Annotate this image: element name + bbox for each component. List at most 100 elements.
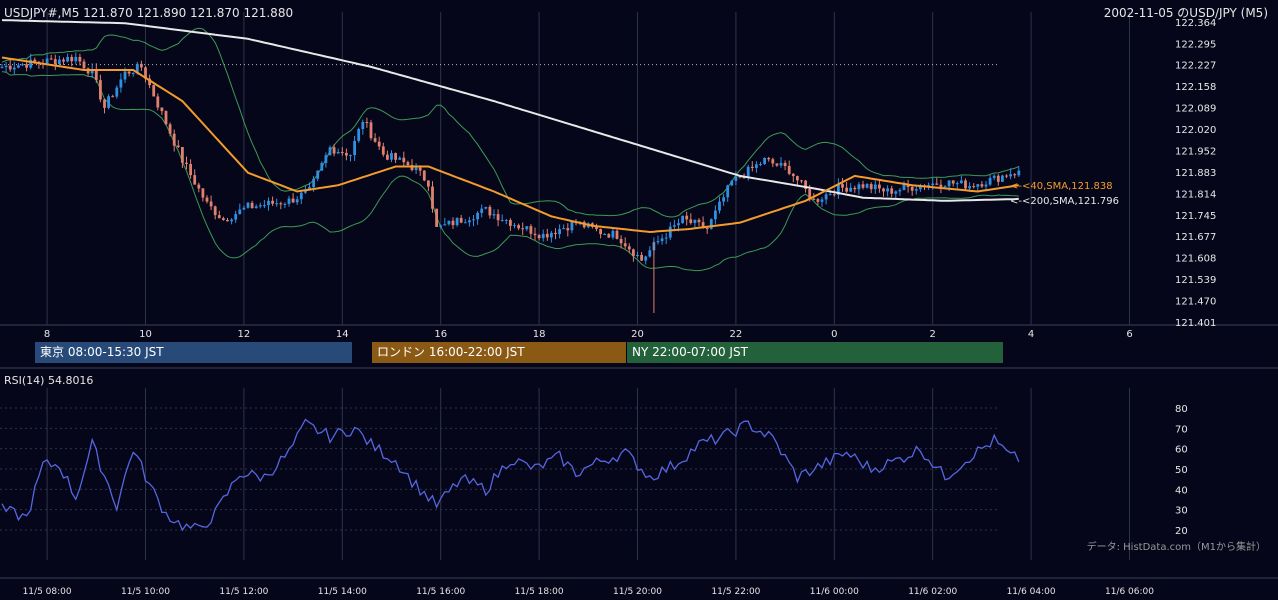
candle-body [914, 189, 918, 191]
candle-body [853, 187, 857, 190]
candle-body [517, 225, 520, 229]
x-tick-label: 14 [336, 329, 349, 340]
candle-body [312, 178, 315, 188]
rsi-y-tick-label: 50 [1175, 465, 1188, 476]
candle-body [841, 184, 844, 188]
rsi-y-tick-label: 60 [1175, 445, 1188, 456]
candle-body [107, 96, 110, 108]
candle-body [459, 217, 463, 223]
bollinger-upper [1, 27, 1020, 218]
y-tick-label: 121.401 [1175, 318, 1216, 329]
candle-body [492, 214, 496, 216]
candle-body [115, 87, 119, 97]
x-tick-label: 18 [533, 329, 546, 340]
candle-body [234, 214, 238, 220]
y-tick-label: 121.677 [1175, 232, 1216, 243]
candle-body [685, 215, 689, 220]
candle-body [476, 212, 479, 220]
x-tick-label: 22 [730, 329, 743, 340]
candle-body [49, 58, 53, 60]
candle-body [673, 225, 676, 227]
candle-body [742, 177, 746, 179]
candle-body [427, 180, 430, 187]
candle-body [447, 220, 451, 225]
candle-body [226, 219, 229, 222]
candle-body [595, 226, 598, 230]
candle-body [632, 249, 635, 257]
y-tick-label: 121.745 [1175, 211, 1216, 222]
candle-body [894, 191, 898, 194]
candle-body [648, 250, 652, 257]
candle-body [611, 230, 615, 238]
candle-body [697, 219, 701, 223]
candle-body [414, 167, 418, 171]
candle-body [353, 140, 356, 156]
candle-body [779, 162, 783, 166]
candle-body [984, 184, 988, 187]
candle-body [263, 205, 266, 207]
candle-body [566, 228, 570, 231]
candle-body [951, 180, 955, 184]
candle-body [640, 254, 643, 261]
candle-body [816, 199, 820, 202]
rsi-y-tick-label: 40 [1175, 485, 1188, 496]
candle-body [271, 200, 274, 204]
candle-body [615, 230, 619, 239]
candle-body [562, 228, 566, 230]
y-tick-label: 122.227 [1175, 61, 1216, 72]
candle-body [463, 222, 467, 224]
candle-body [763, 157, 766, 165]
candle-body [287, 198, 291, 204]
y-tick-label: 122.020 [1175, 125, 1216, 136]
candle-body [279, 203, 283, 205]
candle-body [17, 65, 20, 68]
candle-body [558, 229, 561, 235]
candle-body [62, 59, 65, 62]
candle-body [94, 68, 98, 81]
candle-body [381, 146, 385, 155]
candle-body [861, 184, 865, 188]
candles-group [0, 52, 1021, 265]
data-source-note: データ: HistData.com（M1から集計） [1087, 540, 1266, 553]
sma40-label: <-<40,SMA,121.838 [1010, 181, 1113, 192]
candle-body [722, 197, 725, 202]
candle-body [66, 56, 69, 62]
candle-body [812, 198, 816, 200]
x-tick-label: 6 [1126, 329, 1132, 340]
candle-body [509, 220, 512, 226]
candle-body [808, 188, 812, 199]
chart-title: 2002-11-05 のUSD/JPY (M5) [1104, 6, 1268, 20]
candle-body [373, 138, 377, 142]
candle-body [865, 184, 869, 188]
candle-body [902, 184, 906, 190]
candle-body [455, 217, 459, 226]
candle-body [906, 184, 910, 187]
candle-body [800, 180, 803, 182]
candle-body [123, 71, 127, 80]
candle-body [976, 184, 980, 187]
candle-body [90, 68, 94, 74]
candle-body [435, 208, 438, 227]
candle-body [468, 220, 471, 223]
candle-body [205, 197, 209, 202]
candle-body [320, 162, 324, 171]
candle-body [705, 228, 709, 230]
candle-body [230, 219, 233, 222]
candle-body [627, 246, 631, 250]
candle-body [820, 199, 824, 202]
rsi-y-tick-label: 70 [1175, 424, 1188, 435]
candle-body [193, 175, 197, 185]
candle-body [111, 96, 115, 98]
candle-body [316, 170, 320, 179]
rsi-x-tick-label: 11/5 14:00 [318, 587, 367, 597]
candle-body [0, 66, 4, 68]
candle-body [185, 162, 188, 164]
candle-body [29, 59, 33, 68]
rsi-x-tick-label: 11/5 18:00 [515, 587, 564, 597]
candle-body [968, 186, 971, 189]
candle-body [45, 58, 49, 64]
candle-body [992, 175, 996, 178]
candle-body [164, 111, 168, 125]
candle-body [550, 232, 553, 238]
candle-body [759, 164, 762, 166]
